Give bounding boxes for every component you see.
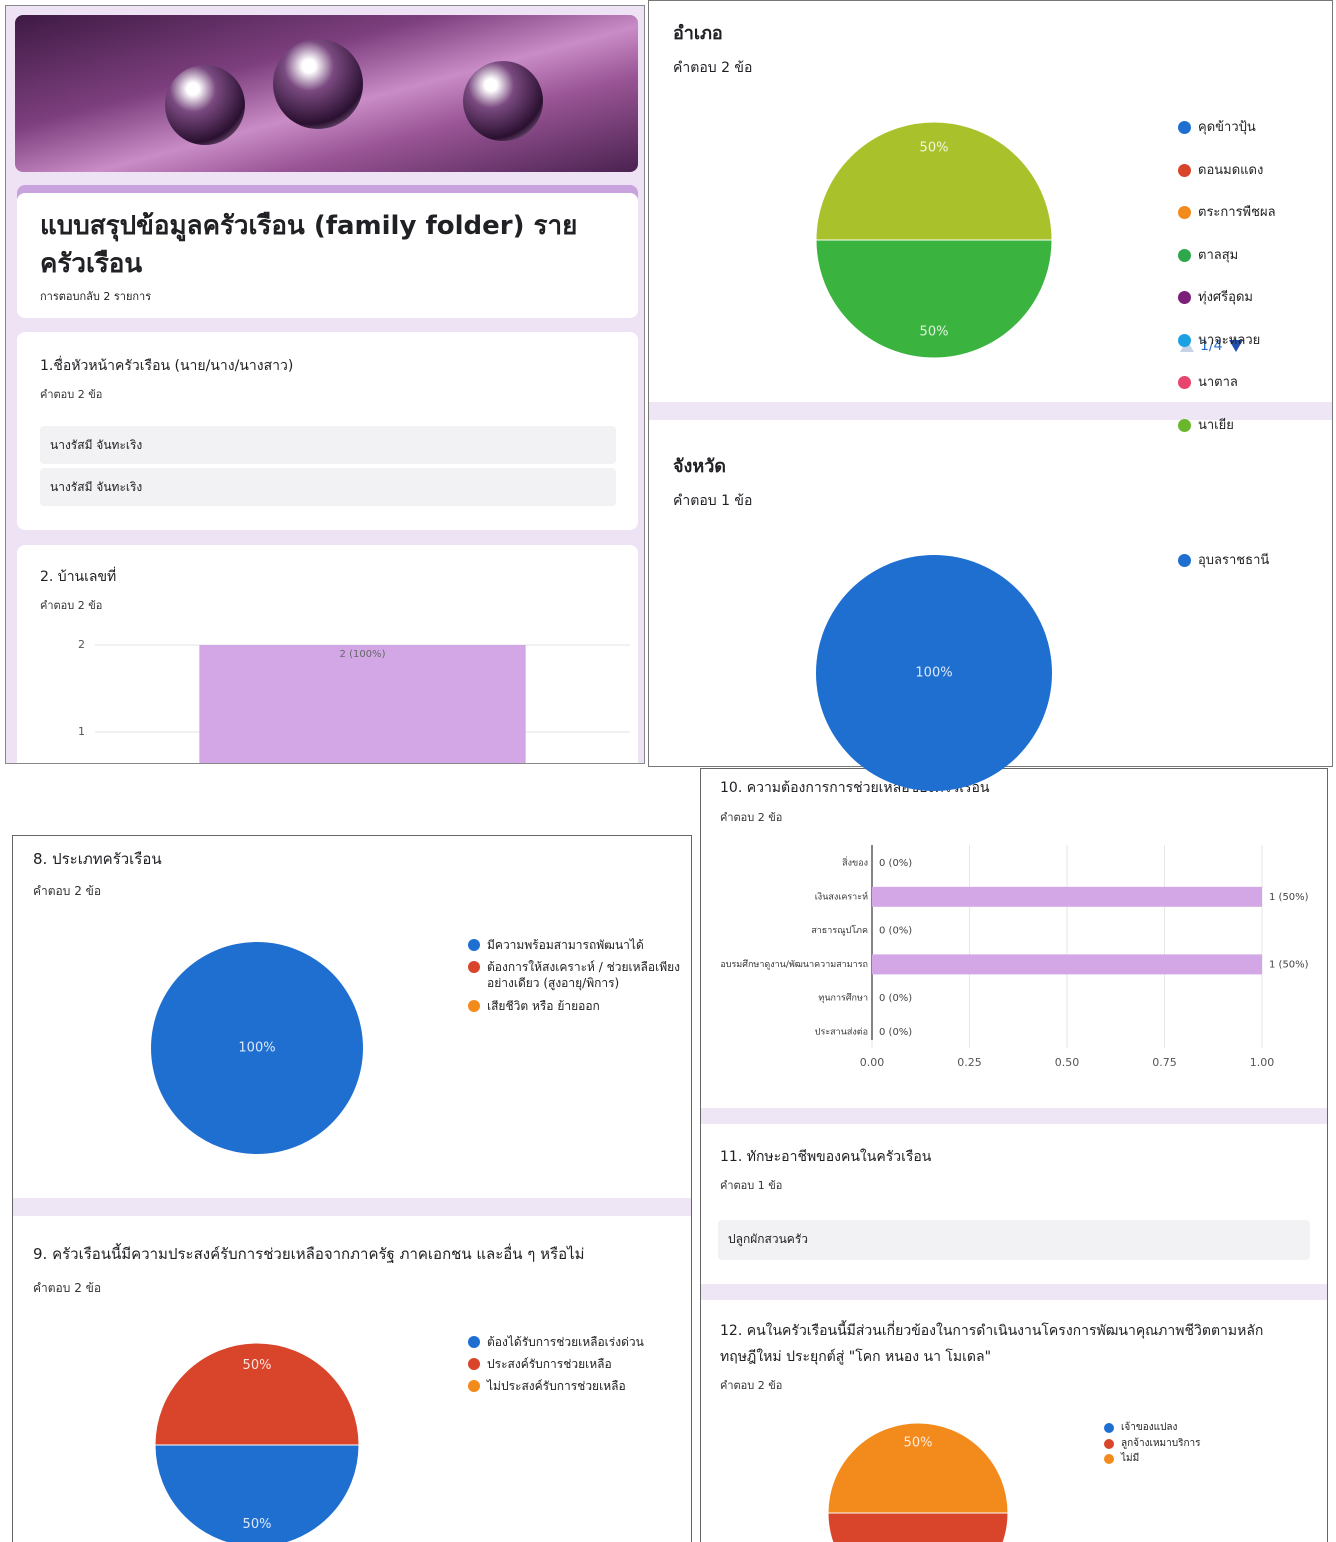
legend: อุบลราชธานี (1178, 552, 1328, 570)
legend-label: มีความพร้อมสามารถพัฒนาได้ (487, 937, 644, 953)
bar-value-label: 0 (0%) (879, 993, 912, 1004)
legend-item: มีความพร้อมสามารถพัฒนาได้ (468, 937, 683, 953)
pie-slice (816, 240, 1052, 358)
legend-item: นาตาล (1178, 374, 1328, 392)
legend-swatch (1104, 1454, 1114, 1464)
legend-label: ไม่ประสงค์รับการช่วยเหลือ (487, 1378, 626, 1394)
y-tick-label: สาธารณูปโภค (811, 925, 868, 936)
pie-value-label: 100% (238, 1041, 275, 1056)
y-tick-label: 2 (78, 638, 85, 651)
legend-item: ต้องการให้สงเคราะห์ / ช่วยเหลือเพียงอย่า… (468, 959, 683, 991)
legend-item: ต้องได้รับการช่วยเหลือเร่งด่วน (468, 1334, 683, 1350)
y-tick-label: อบรมศึกษาดูงาน/พัฒนาความสามารถ (720, 959, 868, 970)
legend-swatch (1178, 121, 1191, 134)
legend-swatch (1178, 334, 1191, 347)
pie-slice (828, 1513, 1008, 1542)
y-tick-label: เงินสงเคราะห์ (815, 890, 868, 902)
legend-label: คุดข้าวปุ้น (1198, 119, 1256, 137)
legend: เจ้าของแปลงลูกจ้างเหมาบริการไม่มี (1104, 1421, 1284, 1466)
x-tick-label: 0.75 (1152, 1056, 1177, 1069)
legend-swatch (1104, 1423, 1114, 1433)
legend-label: ตระการพืชผล (1198, 204, 1276, 222)
y-tick-label: ประสานส่งต่อ (815, 1028, 868, 1038)
legend-label: นาตาล (1198, 374, 1238, 392)
page: แบบสรุปข้อมูลครัวเรือน (family folder) ร… (0, 0, 1336, 1542)
legend-item: ไม่มี (1104, 1452, 1284, 1466)
legend-label: ต้องได้รับการช่วยเหลือเร่งด่วน (487, 1334, 644, 1350)
legend-swatch (1104, 1439, 1114, 1449)
y-tick-label: สิ่งของ (842, 856, 868, 869)
pie-value-label: 100% (915, 666, 952, 681)
legend-item: ไม่ประสงค์รับการช่วยเหลือ (468, 1378, 683, 1394)
legend-label: ลูกจ้างเหมาบริการ (1121, 1437, 1201, 1451)
legend-label: ตาลสุม (1198, 247, 1238, 265)
legend: คุดข้าวปุ้นดอนมดแดงตระการพืชผลตาลสุมทุ่ง… (1178, 119, 1328, 434)
legend-swatch (1178, 554, 1191, 567)
legend-swatch (468, 1380, 480, 1392)
legend-label: ประสงค์รับการช่วยเหลือ (487, 1356, 612, 1372)
x-tick-label: 0.50 (1055, 1056, 1080, 1069)
legend-swatch (1178, 376, 1191, 389)
legend-label: นาเยีย (1198, 417, 1234, 435)
bar (199, 645, 525, 819)
legend: มีความพร้อมสามารถพัฒนาได้ต้องการให้สงเคร… (468, 937, 683, 1014)
chart-layer: 1 2 2 (100%) 50% 50% 100% 100% 50% 50% 0.00 0.25 0.… (0, 0, 1336, 1542)
pie-value-label: 50% (243, 1358, 272, 1373)
legend-label: เสียชีวิต หรือ ย้ายออก (487, 998, 600, 1014)
x-tick-label: 0.25 (957, 1056, 982, 1069)
bar-value-label: 0 (0%) (879, 926, 912, 937)
legend-swatch (1178, 419, 1191, 432)
legend-item: นาจะหลวย (1178, 332, 1328, 350)
pie-value-label: 50% (920, 325, 949, 340)
legend-item: ตระการพืชผล (1178, 204, 1328, 222)
pie-value-label: 50% (904, 1435, 933, 1450)
legend-item: ทุ่งศรีอุดม (1178, 289, 1328, 307)
bar (872, 954, 1262, 974)
legend-item: นาเยีย (1178, 417, 1328, 435)
bar-value-label: 1 (50%) (1269, 892, 1309, 903)
legend-item: ลูกจ้างเหมาบริการ (1104, 1437, 1284, 1451)
legend-swatch (1178, 164, 1191, 177)
legend-swatch (468, 1358, 480, 1370)
legend-swatch (468, 1336, 480, 1348)
legend-label: ทุ่งศรีอุดม (1198, 289, 1253, 307)
pie-value-label: 50% (243, 1517, 272, 1532)
bar-value-label: 1 (50%) (1269, 959, 1309, 970)
legend: ต้องได้รับการช่วยเหลือเร่งด่วนประสงค์รับ… (468, 1334, 683, 1395)
legend-label: ต้องการให้สงเคราะห์ / ช่วยเหลือเพียงอย่า… (487, 959, 683, 991)
pie-value-label: 50% (920, 140, 949, 155)
legend-swatch (468, 961, 480, 973)
x-tick-label: 0.00 (860, 1056, 885, 1069)
bar (872, 887, 1262, 907)
legend-item: เสียชีวิต หรือ ย้ายออก (468, 998, 683, 1014)
legend-label: ไม่มี (1121, 1452, 1139, 1466)
legend-swatch (1178, 206, 1191, 219)
legend-swatch (1178, 291, 1191, 304)
bar-value-label: 0 (0%) (879, 858, 912, 869)
legend-item: อุบลราชธานี (1178, 552, 1328, 570)
x-tick-label: 1.00 (1250, 1056, 1275, 1069)
legend-swatch (468, 1000, 480, 1012)
legend-swatch (468, 939, 480, 951)
bar-chart: 1 2 2 (100%) (78, 638, 630, 819)
legend-item: ประสงค์รับการช่วยเหลือ (468, 1356, 683, 1372)
legend-item: คุดข้าวปุ้น (1178, 119, 1328, 137)
legend-item: ตาลสุม (1178, 247, 1328, 265)
legend-swatch (1178, 249, 1191, 262)
legend-label: อุบลราชธานี (1198, 552, 1269, 570)
bar-value-label: 0 (0%) (879, 1027, 912, 1038)
legend-label: นาจะหลวย (1198, 332, 1260, 350)
legend-item: ดอนมดแดง (1178, 162, 1328, 180)
legend-label: ดอนมดแดง (1198, 162, 1263, 180)
y-tick-label: ทุนการศึกษา (818, 993, 868, 1004)
bar-value-label: 2 (100%) (340, 649, 386, 660)
legend-label: เจ้าของแปลง (1121, 1421, 1177, 1435)
legend-item: เจ้าของแปลง (1104, 1421, 1284, 1435)
y-tick-label: 1 (78, 725, 85, 738)
